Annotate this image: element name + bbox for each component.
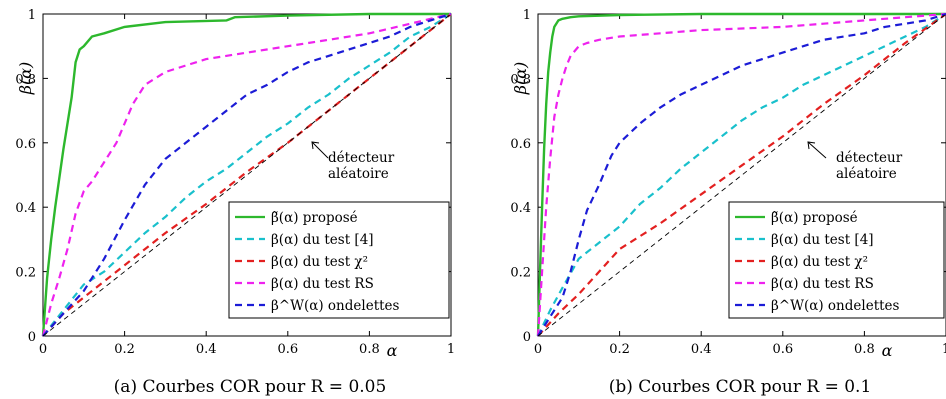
annotation-text: détecteur aléatoire [836,150,903,182]
y-tick-label: 0.6 [510,137,531,152]
panel-caption: (a) Courbes COR pour R = 0.05 [114,377,387,397]
legend-label: β(α) du test RS [271,276,374,292]
annotation-line: détecteur [836,150,903,166]
random-detector-line [42,13,452,337]
x-tick-label: 0.2 [114,342,135,357]
annotation-arrow [807,141,827,159]
panel-caption: (b) Courbes COR pour R = 0.1 [609,377,872,397]
y-tick-label: 0 [28,330,36,345]
series-line [537,13,946,337]
series-line [537,12,946,337]
y-axis-label: β(α) [16,62,35,96]
series-line [536,12,946,337]
x-tick-label: 0.6 [277,342,298,357]
y-tick-label: 0.8 [15,72,36,87]
series-line [41,12,451,337]
series-line [42,12,452,337]
y-tick-label: 1 [28,8,36,23]
x-tick-label: 0 [39,342,47,357]
legend-label: β^W(α) ondelettes [771,298,900,314]
annotation-arrowhead [311,141,320,150]
y-tick-label: 0.4 [15,201,36,216]
x-tick-label: 0.4 [196,342,217,357]
y-tick-label: 0.8 [510,72,531,87]
x-tick-label: 0.8 [359,342,380,357]
series-line [537,13,946,337]
legend-label: β(α) du test [4] [271,232,374,248]
y-tick-label: 0.6 [15,137,36,152]
y-tick-label: 0.2 [510,266,531,281]
roc-panel-b: 0 0.2 0.4 0.6 0.8 1 0 0.2 0.4 0.6 0.8 1 α β(α) détecte… [510,8,946,397]
y-axis-label: β(α) [511,62,530,96]
legend-label: β(α) du test [4] [771,232,874,248]
series-line [42,13,452,337]
x-tick-label: 0.4 [691,342,712,357]
x-axis-label: α [882,341,893,360]
x-tick-label: 0.8 [854,342,875,357]
x-tick-label: 0.6 [772,342,793,357]
annotation-arrowhead [807,141,816,150]
legend-label: β̃(α) proposé [771,210,858,226]
annotation-line: aléatoire [328,166,389,182]
legend-label: β̃(α) proposé [271,210,358,226]
series-line [41,12,452,337]
annotation-line: détecteur [328,150,395,166]
x-axis-label: α [387,341,398,360]
legend-label: β(α) du test RS [771,276,874,292]
legend-box [228,201,450,319]
x-tick-label: 0 [534,342,542,357]
annotation-arrow [311,141,329,159]
x-tick-label: 1 [447,342,455,357]
y-tick-label: 0.2 [15,266,36,281]
series-line [536,12,946,337]
plot-frame [42,13,452,337]
random-detector-line [537,13,946,337]
legend-label: β^W(α) ondelettes [271,298,400,314]
x-tick-label: 0.2 [609,342,630,357]
legend-label: β(α) du test χ² [271,254,368,270]
x-tick-label: 1 [942,342,946,357]
legend-label: β(α) du test χ² [771,254,868,270]
roc-panel-a: 0 0.2 0.4 0.6 0.8 1 0 0.2 0.4 0.6 0.8 1 α β(α) détecte… [15,8,455,397]
y-tick-label: 0.4 [510,201,531,216]
annotation-text: détecteur aléatoire [328,150,395,182]
y-tick-label: 0 [523,330,531,345]
y-tick-label: 1 [523,8,531,23]
annotation-line: aléatoire [836,166,897,182]
